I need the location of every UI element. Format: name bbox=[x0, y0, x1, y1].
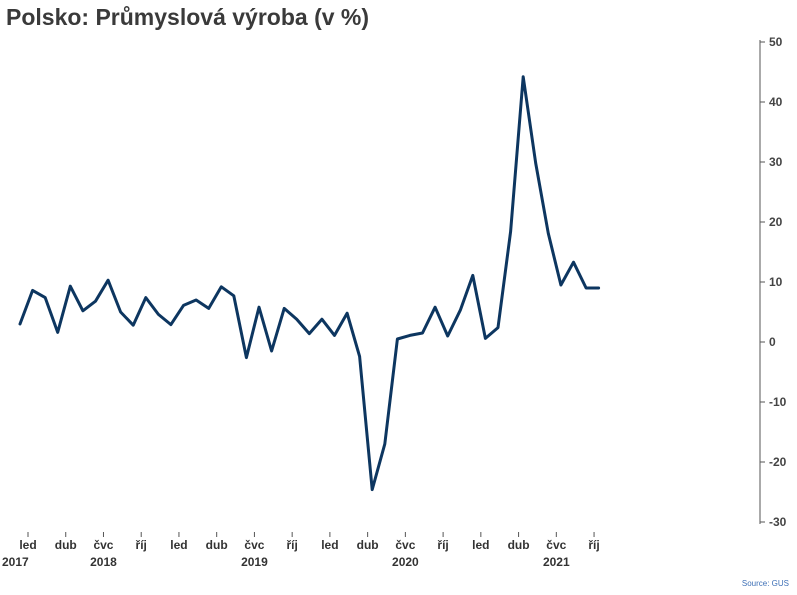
x-tick-label: led bbox=[472, 538, 489, 552]
y-axis: 50 40 30 20 10 0 -10 -20 -30 bbox=[759, 35, 787, 529]
y-tick-label: 30 bbox=[769, 155, 783, 169]
source-note: Source: GUS bbox=[741, 579, 789, 588]
y-tick-label: 0 bbox=[769, 335, 776, 349]
x-tick-label: říj bbox=[588, 538, 599, 552]
y-tick-label: 10 bbox=[769, 275, 783, 289]
chart-title: Polsko: Průmyslová výroba (v %) bbox=[6, 4, 370, 30]
y-tick-label: -20 bbox=[769, 455, 787, 469]
y-tick-label: 20 bbox=[769, 215, 783, 229]
x-tick-label: dub bbox=[508, 538, 530, 552]
x-tick-label: čvc bbox=[546, 538, 566, 552]
y-tick-label: -10 bbox=[769, 395, 787, 409]
x-axis: led dub čvc říj led dub čvc říj led dub čvc říj led d… bbox=[2, 532, 600, 569]
x-tick-label: led bbox=[321, 538, 338, 552]
year-label: 2019 bbox=[241, 555, 268, 569]
series-group bbox=[18, 75, 601, 492]
x-tick-label: čvc bbox=[93, 538, 113, 552]
x-tick-label: led bbox=[170, 538, 187, 552]
y-tick-label: 40 bbox=[769, 95, 783, 109]
x-tick-label: dub bbox=[357, 538, 379, 552]
x-tick-label: dub bbox=[206, 538, 228, 552]
x-tick-label: dub bbox=[55, 538, 77, 552]
year-label: 2020 bbox=[392, 555, 419, 569]
year-label: 2018 bbox=[90, 555, 117, 569]
x-tick-label: říj bbox=[136, 538, 147, 552]
x-tick-label: říj bbox=[437, 538, 448, 552]
x-tick-label: říj bbox=[286, 538, 297, 552]
x-tick-label: čvc bbox=[244, 538, 264, 552]
y-tick-label: 50 bbox=[769, 35, 783, 49]
year-label: 2021 bbox=[543, 555, 570, 569]
series-line bbox=[18, 75, 601, 492]
y-tick-label: -30 bbox=[769, 515, 787, 529]
x-tick-label: čvc bbox=[395, 538, 415, 552]
year-label: 2017 bbox=[2, 555, 29, 569]
x-tick-label: led bbox=[19, 538, 36, 552]
